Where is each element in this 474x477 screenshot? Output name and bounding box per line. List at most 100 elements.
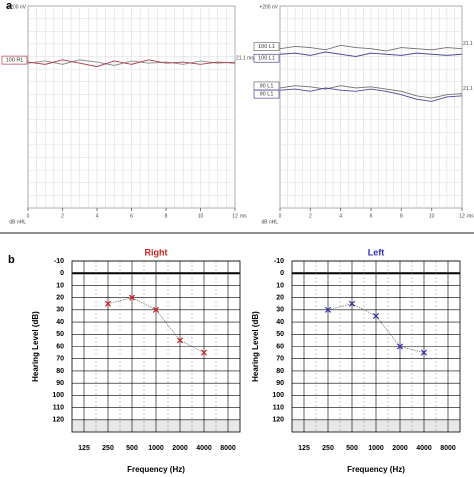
y-tick-label: 110: [273, 404, 284, 411]
trace-end-label: 21.1 ms: [236, 56, 254, 62]
x-axis-label: ms: [467, 213, 474, 219]
x-tick-label: 8: [165, 213, 168, 219]
x-tick-label: 250: [102, 445, 114, 452]
waveform: [27, 59, 236, 68]
y-tick-label: 30: [276, 307, 284, 314]
y-tick-label: 0: [280, 270, 284, 277]
y-tick-label: 50: [276, 331, 284, 338]
y-tick-label: 70: [276, 356, 284, 363]
trace-label: 100 R1: [6, 58, 24, 64]
plot-frame: [291, 260, 461, 433]
trace-label-box: [253, 53, 280, 63]
data-point: [396, 343, 404, 350]
y-tick-label: 40: [56, 319, 64, 326]
y-tick-label: 100: [272, 392, 284, 399]
y-tick-label: 100: [52, 392, 64, 399]
y-tick-label: 40: [276, 319, 284, 326]
scale-label: +200 nV: [259, 4, 278, 10]
trace-label: 100 L1: [258, 44, 275, 50]
data-point: [152, 306, 160, 313]
x-tick-label: 1000: [148, 445, 164, 452]
data-point: [324, 306, 332, 313]
data-point: [200, 349, 208, 356]
x-tick-label: 4000: [196, 445, 212, 452]
y-tick-label: 20: [56, 294, 64, 301]
panel-label: b: [8, 254, 15, 266]
x-tick-label: 2000: [172, 445, 188, 452]
y-axis-label: Hearing Level (dB): [31, 311, 40, 382]
y-tick-label: 120: [272, 417, 284, 424]
y-tick-label: -10: [54, 258, 64, 265]
y-tick-label: 90: [276, 380, 284, 387]
waveform: [279, 51, 463, 57]
data-point: [104, 300, 112, 307]
x-axis-label: Frequency (Hz): [127, 465, 185, 474]
x-axis-label: Frequency (Hz): [347, 465, 405, 474]
x-tick-label: 10: [198, 213, 204, 219]
x-tick-label: 6: [370, 213, 373, 219]
y-tick-label: 80: [276, 368, 284, 375]
x-tick-label: 8: [400, 213, 403, 219]
trace-label-box: [1, 55, 28, 65]
x-tick-label: 2: [309, 213, 312, 219]
data-point: [128, 294, 136, 301]
y-tick-label: 10: [56, 282, 64, 289]
x-tick-label: 2000: [392, 445, 408, 452]
scale-label: +200 nV: [7, 4, 26, 10]
y-tick-label: 20: [276, 294, 284, 301]
trace-label-box: [253, 42, 280, 51]
x-tick-label: 0: [279, 213, 282, 219]
y-axis-label: dB nHL: [9, 219, 26, 225]
data-point: [176, 337, 184, 344]
y-tick-label: 60: [56, 343, 64, 350]
x-tick-label: 4000: [416, 445, 432, 452]
x-tick-label: 8000: [440, 445, 456, 452]
x-tick-label: 0: [27, 213, 30, 219]
x-tick-label: 250: [322, 445, 334, 452]
x-tick-label: 4: [339, 213, 342, 219]
plot-frame: [71, 260, 241, 433]
y-tick-label: 90: [56, 380, 64, 387]
y-tick-label: 10: [276, 282, 284, 289]
y-tick-label: 120: [52, 417, 64, 424]
connector-line: [327, 303, 425, 353]
x-tick-label: 12: [459, 213, 465, 219]
waveform: [279, 85, 463, 99]
x-tick-label: 1000: [368, 445, 384, 452]
data-point: [348, 300, 356, 307]
y-tick-label: 80: [56, 368, 64, 375]
x-axis-label: ms: [240, 213, 247, 219]
x-tick-label: 500: [126, 445, 138, 452]
trace-label-box: [253, 89, 280, 99]
y-tick-label: 70: [56, 356, 64, 363]
x-tick-label: 10: [429, 213, 435, 219]
x-tick-label: 125: [298, 445, 310, 452]
waveform: [279, 87, 463, 102]
x-tick-label: 2: [61, 213, 64, 219]
trace-end-label: 21.1 ms: [463, 41, 474, 47]
waveform: [27, 59, 236, 66]
y-tick-label: 60: [276, 343, 284, 350]
x-tick-label: 125: [78, 445, 90, 452]
y-tick-label: 30: [56, 307, 64, 314]
trace-end-label: 21.1 ms: [463, 86, 474, 92]
x-tick-label: 500: [346, 445, 358, 452]
y-tick-label: 50: [56, 331, 64, 338]
panel-label: a: [6, 0, 13, 12]
x-tick-label: 4: [96, 213, 99, 219]
data-point: [420, 349, 428, 356]
trace-label: 100 L1: [258, 56, 275, 62]
y-axis-label: dB nHL: [261, 219, 278, 225]
data-point: [372, 312, 380, 319]
x-tick-label: 6: [130, 213, 133, 219]
trace-label: 90 L1: [260, 83, 274, 89]
chart-title: Left: [368, 247, 385, 257]
chart-title: Right: [145, 247, 168, 257]
y-tick-label: 0: [60, 270, 64, 277]
x-tick-label: 8000: [220, 445, 236, 452]
x-tick-label: 12: [232, 213, 238, 219]
y-tick-label: -10: [274, 258, 284, 265]
waveform: [279, 44, 463, 52]
y-tick-label: 110: [53, 404, 64, 411]
